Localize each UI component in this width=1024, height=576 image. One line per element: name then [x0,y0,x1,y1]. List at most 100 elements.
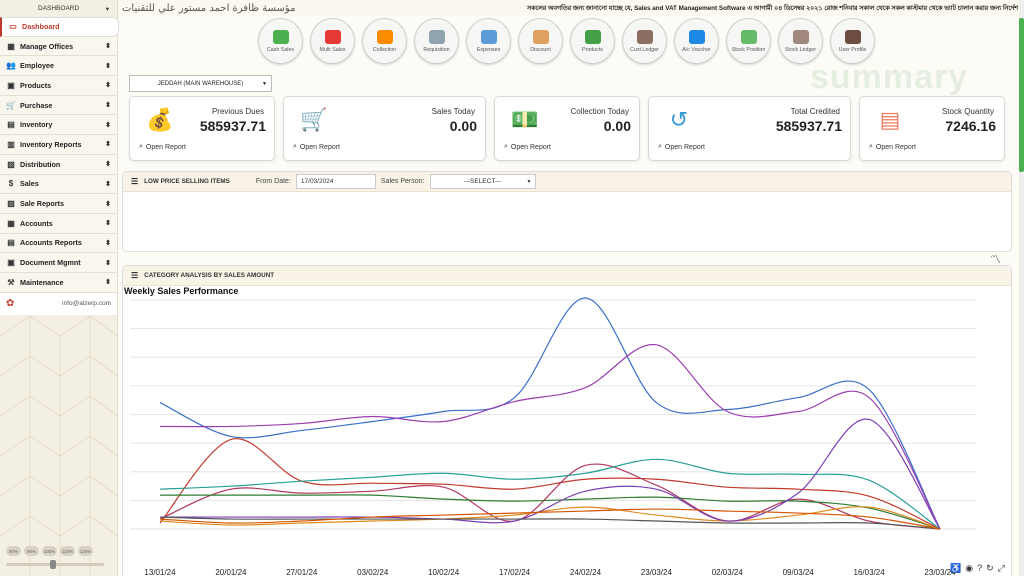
warehouse-select[interactable]: JEDDAH (MAIN WAREHOUSE) ▼ [129,75,272,92]
zoom-button[interactable]: 100% [42,546,57,556]
quick-expenses-button[interactable]: Expenses [466,18,511,64]
zoom-button[interactable]: 90% [24,546,39,556]
list-icon: ☰ [131,177,139,186]
folder-icon: ▣ [7,258,15,268]
sidebar-item-sales[interactable]: $ Sales ⬍ [0,174,117,195]
x-tick-label: 23/03/24 [924,568,956,576]
calculator-icon: ▦ [7,218,15,228]
sidebar-item-purchase[interactable]: 🛒 Purchase ⬍ [0,95,117,116]
open-report-link[interactable]: ⌕ Open Report [293,143,340,151]
quick-requisition-button[interactable]: Requisition [414,18,459,64]
chart-title: Weekly Sales Performance [124,286,239,296]
card-title: Sales Today [431,107,475,116]
chevron-down-icon: ▼ [526,178,532,185]
sales-person-select[interactable]: ---SELECT--- ▼ [429,174,536,189]
expand-icon: ⬍ [105,220,111,228]
series-line-5 [160,494,941,530]
quick-multi-sales-button[interactable]: Multi Sales [310,18,355,64]
report-icon: ⌕ [504,143,508,150]
fullscreen-icon[interactable]: ⤢ [997,563,1005,573]
sidebar-item-inventory-reports[interactable]: ▥ Inventory Reports ⬍ [0,135,117,155]
sidebar-item-document-mgmnt[interactable]: ▣ Document Mgmnt ⬍ [0,253,117,273]
quick-a-c-voucher-button[interactable]: A/c Voucher [674,18,719,64]
weekly-sales-chart: 13/01/24 20/01/24 27/01/24 03/02/24 10/02/24… [130,297,977,576]
sidebar-item-manage-offices[interactable]: ▦ Manage Offices ⬍ [0,36,117,57]
quick-button-label: Expenses [476,46,501,53]
quick-collection-button[interactable]: Collection [362,18,407,64]
sidebar-item-label: Distribution [20,159,61,169]
zoom-button[interactable]: 110% [60,546,75,556]
scrollbar-track[interactable] [1019,0,1024,576]
open-report-link[interactable]: ⌕ Open Report [139,143,186,151]
sidebar-header[interactable]: DASHBOARD ▾ [0,0,117,17]
open-report-label: Open Report [875,143,917,151]
sidebar-item-maintenance[interactable]: ⚒ Maintenance ⬍ [0,272,117,293]
quick-button-label: Cust.Ledger [630,46,659,53]
x-tick-label: 10/02/24 [428,568,460,576]
sidebar-item-label: Sales [20,179,39,189]
x-tick-label: 24/02/24 [570,568,602,576]
scrollbar-thumb[interactable] [1019,18,1024,172]
sidebar-item-label: Inventory [20,120,53,130]
x-tick-label: 17/02/24 [499,568,531,576]
zoom-button[interactable]: 80% [6,546,21,556]
collection-today-card: 💵 Collection Today 0.00 ⌕ Open Report [494,96,640,161]
refresh-icon[interactable]: ↻ [986,563,994,573]
quick-cust-ledger-button[interactable]: Cust.Ledger [622,18,667,64]
sidebar-item-accounts[interactable]: ▦ Accounts ⬍ [0,213,117,234]
quick-stock-position-button[interactable]: Stock Position [726,18,771,64]
sidebar-item-label: Products [20,80,52,90]
quick-cash-sales-button[interactable]: Cash Sales [258,18,303,64]
quick-products-button[interactable]: Products [570,18,615,64]
quick-button-label: Multi Sales [319,46,346,53]
sidebar-item-products[interactable]: ▣ Products ⬍ [0,76,117,96]
ledger-icon: ▤ [7,238,15,248]
warehouse-icon: ▤ [7,120,15,130]
money-icon: 💰 [146,107,174,132]
zoom-button[interactable]: 120% [78,546,93,556]
sidebar-item-inventory[interactable]: ▤ Inventory ⬍ [0,115,117,136]
card-value: 0.00 [449,118,477,134]
users-icon: 👥 [6,61,16,71]
monitor-icon: ▭ [9,22,17,32]
expand-icon: ⬍ [105,121,111,129]
quick-discount-button[interactable]: Discount [518,18,563,64]
support-email[interactable]: info@alzerp.com [62,300,111,308]
sidebar-item-label: Accounts [20,218,53,228]
sidebar-item-employee[interactable]: 👥 Employee ⬍ [0,56,117,77]
sidebar-item-accounts-reports[interactable]: ▤ Accounts Reports ⬍ [0,233,117,254]
sidebar-item-distribution[interactable]: ▧ Distribution ⬍ [0,154,117,175]
help-icon[interactable]: ? [977,563,983,573]
sidebar-item-sale-reports[interactable]: ▨ Sale Reports ⬍ [0,194,117,214]
quick-button-label: Collection [372,46,397,53]
trend-chart-icon[interactable]: 〽 [990,254,1001,266]
expenses-icon [480,29,497,44]
quick-button-label: Requisition [423,46,450,53]
open-report-link[interactable]: ⌕ Open Report [658,143,705,151]
quick-stock-ledger-button[interactable]: Stock Ledger [778,18,823,64]
chevron-down-icon[interactable]: ▾ [105,5,109,13]
footer-toolbar: ♿ ◉ ? ↻ ⤢ [950,563,1005,574]
chevron-down-icon: ▼ [262,80,267,87]
x-tick-label: 13/01/24 [144,568,176,576]
quick-user-profile-button[interactable]: User Profile [830,18,875,64]
from-date-input[interactable]: 17/03/2024 [295,174,376,189]
expand-icon: ⬍ [105,102,111,110]
quick-button-label: User Profile [838,46,867,53]
sales-today-card: 🛒 Sales Today 0.00 ⌕ Open Report [283,96,486,161]
cart-icon: 🛒 [300,107,328,132]
quick-button-label: A/c Voucher [682,46,711,53]
whatsapp-icon[interactable]: ◉ [965,563,974,573]
zoom-slider-handle[interactable] [50,560,56,569]
sidebar-nav: ▭ Dashboard ▦ Manage Offices ⬍ 👥 Employee… [0,17,119,293]
open-report-link[interactable]: ⌕ Open Report [869,143,916,151]
a-c-voucher-icon [688,29,705,44]
announcement-marquee: সকলের অবগতির জন্য জানানো যাচ্ছে যে, Sale… [527,4,1018,12]
accessibility-icon[interactable]: ♿ [950,563,962,573]
expand-icon: ⬍ [105,141,111,149]
open-report-link[interactable]: ⌕ Open Report [504,143,551,151]
cash-sales-icon [272,29,289,44]
sidebar-item-dashboard[interactable]: ▭ Dashboard [0,17,119,37]
quick-button-label: Discount [530,46,551,53]
x-tick-label: 27/01/24 [286,568,318,576]
